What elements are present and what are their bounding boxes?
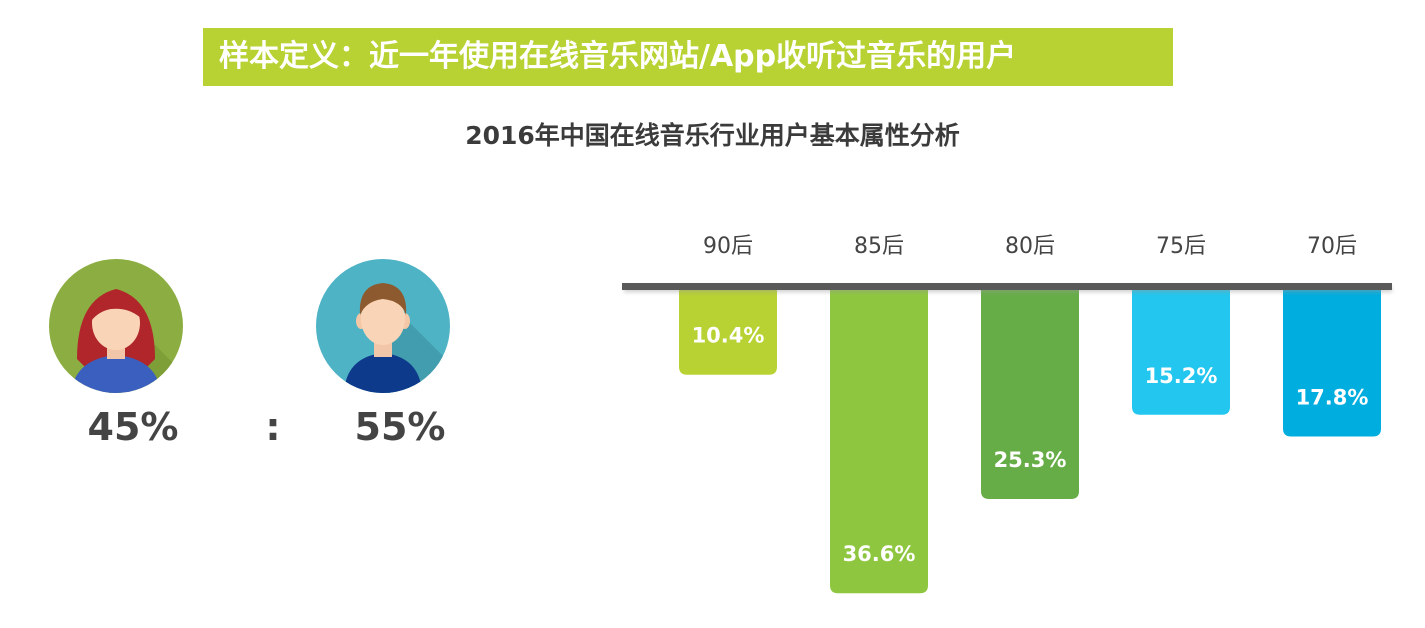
bar-value-label: 25.3% (994, 448, 1067, 472)
bar-value-label: 10.4% (692, 324, 765, 348)
female-avatar-icon (49, 259, 183, 393)
female-percentage: 45% (87, 405, 179, 449)
bar-value-label: 15.2% (1145, 364, 1218, 388)
bar-90后 (679, 288, 777, 375)
ratio-separator: : (265, 405, 281, 449)
category-label: 80后 (1005, 234, 1055, 259)
bar-value-label: 17.8% (1296, 385, 1369, 409)
bar-75后 (1132, 288, 1230, 415)
bar-85后 (830, 288, 928, 594)
page-title: 2016年中国在线音乐行业用户基本属性分析 (465, 121, 960, 150)
category-label: 75后 (1156, 234, 1206, 259)
category-label: 85后 (854, 234, 904, 259)
male-percentage: 55% (354, 405, 446, 449)
category-label: 90后 (703, 234, 753, 259)
chart-axis-line (622, 283, 1392, 290)
male-avatar-icon (316, 259, 450, 393)
bar-value-label: 36.6% (843, 542, 916, 566)
bar-80后 (981, 288, 1079, 500)
sample-definition-banner: 样本定义：近一年使用在线音乐网站/App收听过音乐的用户 (203, 28, 1173, 86)
category-label: 70后 (1307, 234, 1357, 259)
bar-70后 (1283, 288, 1381, 437)
